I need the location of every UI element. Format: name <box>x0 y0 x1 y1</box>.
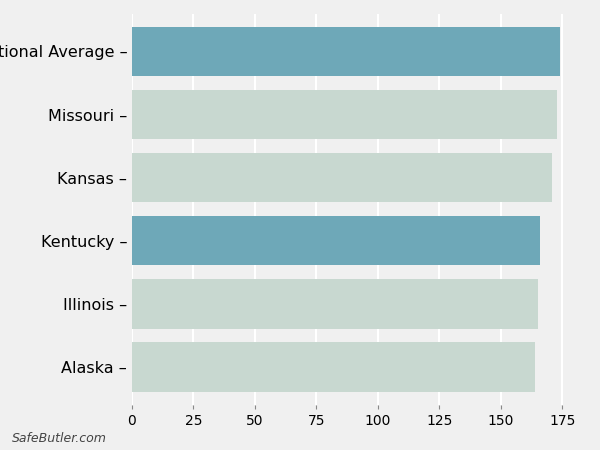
Bar <box>132 90 557 139</box>
Bar <box>132 216 540 266</box>
Bar <box>132 153 553 202</box>
Bar <box>132 342 535 392</box>
Bar <box>132 279 538 328</box>
Text: SafeButler.com: SafeButler.com <box>12 432 107 446</box>
Bar <box>132 27 560 76</box>
